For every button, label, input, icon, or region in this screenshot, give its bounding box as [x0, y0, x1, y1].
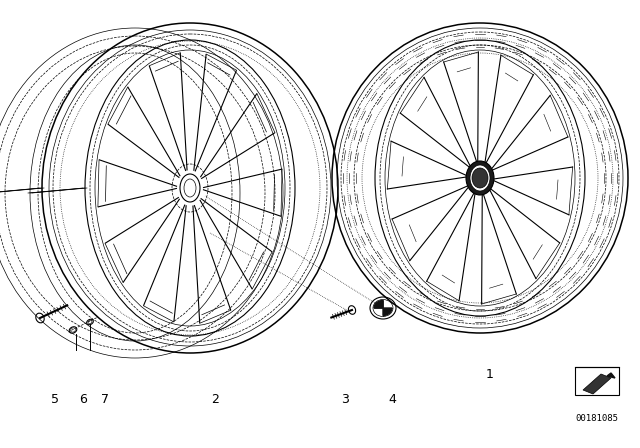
Text: 1: 1 — [486, 368, 494, 381]
Ellipse shape — [472, 168, 488, 188]
Text: 7: 7 — [101, 393, 109, 406]
Text: 4: 4 — [388, 393, 396, 406]
Polygon shape — [374, 301, 383, 308]
Bar — [575, 367, 619, 395]
Ellipse shape — [470, 165, 490, 191]
Polygon shape — [607, 373, 615, 378]
Polygon shape — [583, 374, 611, 394]
Text: 00181085: 00181085 — [575, 414, 618, 423]
Text: 6: 6 — [79, 393, 87, 406]
Text: 2: 2 — [211, 393, 219, 406]
Text: 5: 5 — [51, 393, 59, 406]
Polygon shape — [383, 308, 392, 315]
Text: 3: 3 — [341, 393, 349, 406]
Ellipse shape — [466, 161, 494, 195]
